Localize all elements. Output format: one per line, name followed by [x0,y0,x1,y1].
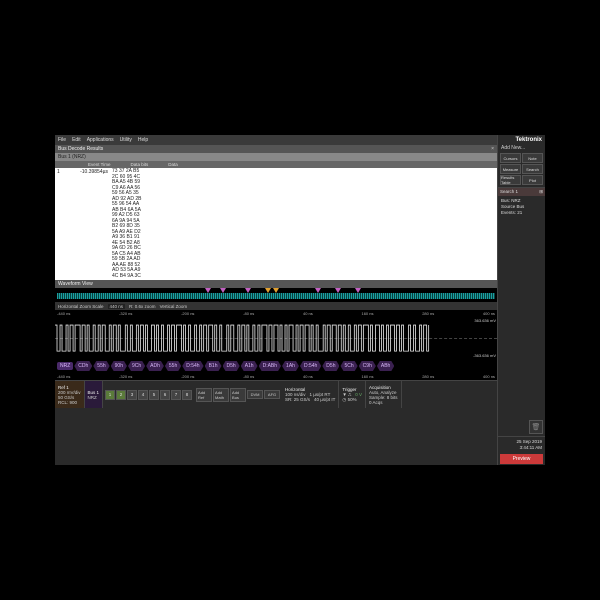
zoom-waveform[interactable]: 363.636 mV -363.636 mV [55,317,497,359]
tool-buttons: Add Ref Add Math Add Bus DVM AFG [194,381,282,408]
channel-7-button[interactable]: 7 [171,390,181,400]
channel-4-button[interactable]: 4 [138,390,148,400]
bus-hex-cell: C9h [359,361,376,371]
col-databits[interactable]: Data bits [131,162,149,167]
add-math-button[interactable]: Add Math [213,388,229,402]
bus-hex-cell: D:54h [182,361,203,371]
waveform-overview[interactable] [55,288,497,302]
vzoom-label: Vertical Zoom [160,304,188,309]
col-data[interactable]: Data [168,162,178,167]
bus-hex-row: CDh55h90h9ChADh55hD:54hB1hD5hA1hD:ABh1Ah… [74,361,495,371]
cursors-button[interactable]: Cursors [500,153,521,163]
bus-hex-cell: D5h [223,361,240,371]
brand-logo: Tektronix [498,135,545,145]
search-panel[interactable]: Search 1⊞ Bus: NRZ Source Bus Events: 21 [498,187,545,218]
bus-hex-cell: A1h [241,361,258,371]
neg-readout: -363.636 mV [473,353,496,358]
trash-icon[interactable]: 🗑 [529,420,543,434]
close-icon[interactable]: × [491,146,494,152]
bus-hex-cell: 55h [93,361,109,371]
menubar: File Edit Applications Utility Help [55,135,497,145]
horiz-badge[interactable]: Horizontal 100 ns/div1 µs/pt RT SR: 25 G… [282,381,339,408]
waveform-title: Waveform View [55,280,497,288]
channel-1-button[interactable]: 1 [105,390,115,400]
bus-hex-cell: D:54h [300,361,321,371]
menu-file[interactable]: File [58,137,66,143]
waveform-title-text: Waveform View [58,281,93,287]
plot-button[interactable]: Plot [522,175,543,185]
decode-title-text: Bus Decode Results [58,146,103,152]
main-area: File Edit Applications Utility Help Bus … [55,135,497,465]
bus-hex-cell: ADh [146,361,164,371]
decode-columns: Event Time Data bits Data [55,161,497,168]
bus-hex-cell: 90h [111,361,127,371]
zoom-label: Horizontal Zoom Scale [58,304,104,309]
bus-hex-cell: CDh [74,361,92,371]
bus-hex-cell: D:ABh [259,361,281,371]
decode-table[interactable]: 1 -10.39854µs 73 37 2A B52C 60 95 4CBA A… [55,168,497,280]
search-button[interactable]: Search [522,164,543,174]
waveform-trace [55,317,497,359]
search-menu-icon[interactable]: ⊞ [539,189,543,195]
bus-hex-cell: B1h [205,361,222,371]
menu-help[interactable]: Help [138,137,148,143]
note-button[interactable]: Note [522,153,543,163]
zoom-header: Horizontal Zoom Scale 440 ns R: 0.6x zoo… [55,302,497,310]
right-sidebar: Tektronix Add New... Cursors Note Measur… [497,135,545,465]
bus-hex-cell: ABh [377,361,394,371]
menu-apps[interactable]: Applications [87,137,114,143]
add-ref-button[interactable]: Add Ref [196,388,212,402]
sidebar-buttons: Cursors Note Measure Search Results Tabl… [498,151,545,187]
cell-idx: 1 [55,168,65,280]
ref-badge[interactable]: Ref 1 200 mV/div 50 GS/s RCL: 900 [55,381,85,408]
bus-hex-cell: 5Ch [340,361,357,371]
cell-data: 73 37 2A B52C 60 95 4CBA A5 4B 59C9 A6 A… [110,168,497,280]
acq-badge[interactable]: Acquisition Auto, Analyze Sample: 8 bits… [366,381,402,408]
cell-time: -10.39854µs [65,168,110,280]
bus-hex-cell: 55h [165,361,181,371]
afg-button[interactable]: AFG [264,390,280,399]
preview-button[interactable]: Preview [500,454,543,464]
trash-row: 🗑 [498,418,545,436]
decode-bus-label: Bus 1 (NRZ) [58,154,86,160]
zoom-factor: R: 0.6x zoom [129,304,156,309]
oscilloscope-app: File Edit Applications Utility Help Bus … [55,135,545,465]
bus-hex-cell: D5h [322,361,339,371]
add-bus-button[interactable]: Add Bus [230,388,246,402]
bus-hex-cell: 9Ch [128,361,145,371]
channel-3-button[interactable]: 3 [127,390,137,400]
decode-panel-title: Bus Decode Results × [55,145,497,153]
channel-2-button[interactable]: 2 [116,390,126,400]
time-axis-top: -440 ns-320 ns-200 ns-80 ns40 ns160 ns28… [55,310,497,317]
sidebar-spacer [498,218,545,418]
dvm-button[interactable]: DVM [247,390,263,399]
search-title: Search 1 [500,189,518,195]
datetime: 25 Sep 2019 3:44:11 AM [498,436,545,453]
menu-edit[interactable]: Edit [72,137,81,143]
bus-badge[interactable]: Bus 1 NRZ [85,381,104,408]
trigger-badge[interactable]: Trigger ▼ ⎍0 V ◷ 50% [339,381,366,408]
time-axis-bottom: -440 ns-320 ns-200 ns-80 ns40 ns160 ns28… [55,373,497,380]
pos-readout: 363.636 mV [474,318,496,323]
measure-button[interactable]: Measure [500,164,521,174]
bus-decode-row: NRZ CDh55h90h9ChADh55hD:54hB1hD5hA1hD:AB… [55,359,497,373]
channel-6-button[interactable]: 6 [160,390,170,400]
zoom-readout: 440 ns [108,304,126,309]
bottom-bar: Ref 1 200 mV/div 50 GS/s RCL: 900 Bus 1 … [55,380,497,408]
decode-subheader: Bus 1 (NRZ) [55,153,497,161]
channel-buttons: 12345678 [103,381,194,408]
channel-8-button[interactable]: 8 [182,390,192,400]
col-time[interactable]: Event Time [88,162,111,167]
channel-5-button[interactable]: 5 [149,390,159,400]
results-button[interactable]: Results Table [500,175,521,185]
bus-label[interactable]: NRZ [57,362,73,370]
menu-util[interactable]: Utility [120,137,132,143]
bus-hex-cell: 1Ah [282,361,299,371]
